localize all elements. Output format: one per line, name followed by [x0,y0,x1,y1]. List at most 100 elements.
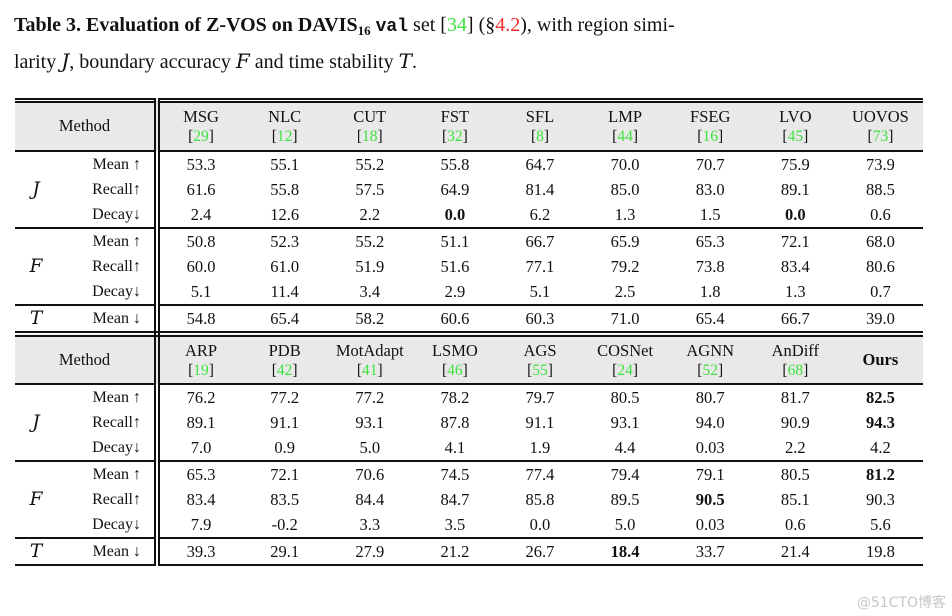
value-cell: 77.2 [355,387,385,407]
value-cell: 6.2 [497,201,583,229]
citation: [44] [612,128,639,146]
value-cell: 51.6 [440,256,470,276]
value-cell: 61.6 [186,179,216,199]
boundary-accuracy-symbol: F [235,49,250,73]
value-cell: 0.0 [752,201,838,229]
value-cell: 85.0 [610,179,640,199]
value-cell: 73.8 [695,256,725,276]
method-column-header: LSMO [46] [412,333,498,385]
value-cell: 58.2 [327,304,413,337]
citation-link[interactable]: 68 [787,361,804,379]
metric-group-symbol: T [15,304,57,337]
value-cell: 64.7 [525,154,555,174]
caption-line-1: Table 3. Evaluation of Z-VOS on DAVIS16 v… [14,10,938,46]
citation-link[interactable]: 24 [617,361,633,379]
table-caption: Table 3. Evaluation of Z-VOS on DAVIS16 v… [14,10,938,77]
value-cell: 54.8 [157,304,243,337]
value-cell: 80.5 [780,464,810,484]
value-cell: 39.0 [837,304,923,337]
value-cell: 65.9 [610,231,640,251]
caption-text: , boundary accuracy [69,51,236,73]
citation-link[interactable]: 73 [872,128,889,146]
citation-link[interactable]: 32 [447,128,463,146]
value-cell: 79.1 [695,464,725,484]
value-cell: 77.1 [525,256,555,276]
value-cell: 80.7 [695,387,725,407]
value-cell: 0.9 [242,434,328,462]
citation-link[interactable]: 44 [617,128,633,146]
citation: [29] [188,128,214,146]
value-cell: 57.5 [355,179,385,199]
value-cell: 0.6 [837,201,923,229]
value-cell: 76.2 [186,387,216,407]
value-cell: 65.3 [695,231,725,251]
citation-link[interactable]: 12 [276,128,293,146]
citation-link[interactable]: 19 [193,361,209,379]
results-table: Method MSG [29] NLC [12] CUT [18] FST [32] SFL [8]… [15,98,923,566]
citation-link[interactable]: 55 [532,361,548,379]
value-cell: 90.3 [866,489,895,509]
time-stability-symbol: T [398,49,412,73]
value-cell: 26.7 [497,537,583,566]
metric-label: Mean ↑ [57,150,160,177]
method-name: MotAdapt [335,340,404,360]
citation-link[interactable]: 46 [447,361,463,379]
citation-link[interactable]: 41 [362,361,378,379]
caption-text: ), with region simi- [520,14,675,36]
section-link[interactable]: 4.2 [495,14,521,36]
metric-label: Mean ↓ [57,537,160,566]
value-cell: 90.5 [695,489,725,509]
value-cell: -0.2 [242,511,328,539]
citation: [24] [612,361,639,379]
method-name: LSMO [431,340,478,360]
citation-link[interactable]: 8 [536,128,544,146]
citation-link[interactable]: 45 [787,128,804,146]
citation-link[interactable]: 29 [193,128,209,146]
citation: [55] [527,361,553,379]
caption-title: Table 3. Evaluation of Z-VOS on DAVIS [14,14,358,36]
value-cell: 0.0 [497,511,583,539]
value-cell: 65.4 [667,304,753,337]
value-cell: 55.8 [270,179,300,199]
value-cell: 78.2 [440,387,470,407]
value-cell: 0.0 [412,201,498,229]
citation-link[interactable]: 16 [702,128,718,146]
citation-link[interactable]: 18 [362,128,378,146]
value-cell: 70.0 [610,154,640,174]
value-cell: 74.5 [440,464,470,484]
value-cell: 4.2 [837,434,923,462]
value-cell: 88.5 [866,179,895,199]
value-cell: 77.2 [270,387,300,407]
citation-link[interactable]: 34 [446,14,467,36]
metric-label: Mean ↑ [57,460,160,487]
method-name: FST [440,107,470,127]
caption-text: ] (§ [466,14,496,36]
value-cell: 81.7 [780,387,810,407]
metric-label: Decay↓ [57,511,160,539]
value-cell: 71.0 [582,304,668,337]
value-cell: 85.1 [780,489,810,509]
value-cell: 0.7 [837,278,923,306]
method-column-header: NLC [12] [242,98,328,152]
region-similarity-symbol: J [61,49,70,73]
citation: [46] [441,361,468,379]
citation: [45] [782,128,809,146]
value-cell: 2.2 [327,201,413,229]
value-cell: 1.3 [752,278,838,306]
value-cell: 7.9 [157,511,243,539]
value-cell: 70.7 [695,154,725,174]
value-cell: 65.4 [242,304,328,337]
value-cell: 93.1 [610,412,640,432]
value-cell: 65.3 [186,464,216,484]
value-cell: 83.5 [270,489,300,509]
citation-link[interactable]: 52 [702,361,718,379]
value-cell: 94.0 [695,412,725,432]
value-cell: 90.9 [780,412,810,432]
value-cell: 61.0 [270,256,300,276]
method-column-header: AGS [55] [497,333,583,385]
value-cell: 66.7 [525,231,555,251]
value-cell: 52.3 [270,231,300,251]
method-column-header: UOVOS [73] [837,98,923,152]
value-cell: 51.1 [440,231,470,251]
citation-link[interactable]: 42 [276,361,293,379]
